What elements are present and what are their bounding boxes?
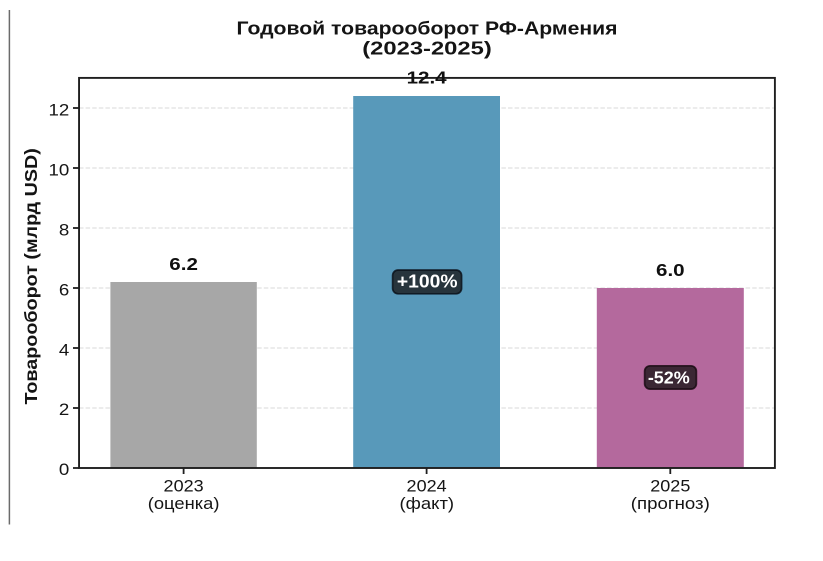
svg-text:Товарооборот (млрд USD): Товарооборот (млрд USD)	[21, 148, 41, 404]
svg-text:6: 6	[59, 280, 70, 299]
svg-text:(прогноз): (прогноз)	[631, 494, 710, 513]
svg-text:6.2: 6.2	[169, 255, 198, 274]
svg-text:10: 10	[48, 160, 69, 179]
svg-text:2: 2	[59, 400, 69, 419]
svg-text:(2023-2025): (2023-2025)	[362, 38, 491, 59]
svg-text:Годовой товарооборот РФ-Армени: Годовой товарооборот РФ-Армения	[237, 18, 618, 39]
svg-text:2025: 2025	[650, 476, 690, 495]
svg-text:6.0: 6.0	[656, 261, 685, 280]
svg-text:-52%: -52%	[648, 368, 690, 388]
svg-text:12: 12	[48, 100, 69, 119]
svg-text:4: 4	[59, 340, 70, 359]
svg-text:12.4: 12.4	[407, 69, 447, 88]
svg-text:0: 0	[59, 460, 70, 479]
svg-text:+100%: +100%	[397, 271, 458, 291]
svg-text:(факт): (факт)	[400, 494, 455, 513]
svg-text:(оценка): (оценка)	[148, 494, 220, 513]
svg-text:2023: 2023	[164, 476, 204, 495]
svg-text:8: 8	[59, 220, 70, 239]
svg-text:2024: 2024	[407, 476, 447, 495]
